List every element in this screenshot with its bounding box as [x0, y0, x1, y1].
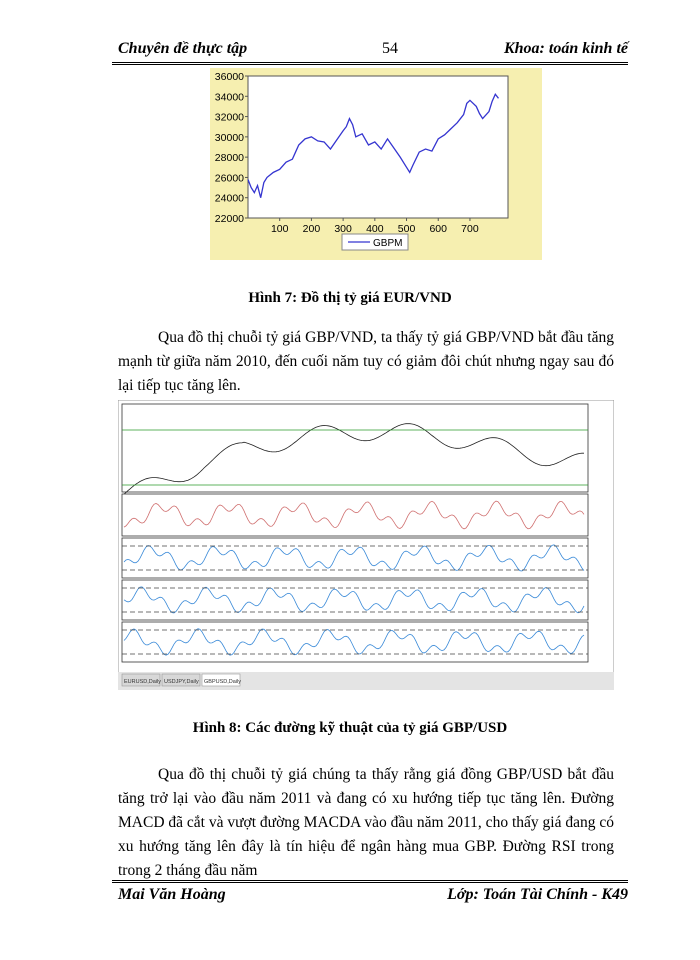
- tab-label: EURUSD,Daily: [124, 679, 161, 685]
- panel: [121, 493, 589, 537]
- x-tick-label: 400: [366, 223, 384, 235]
- paragraph: Qua đồ thị chuỗi tỷ giá GBP/VND, ta thấy…: [118, 329, 614, 394]
- header-rule: [112, 62, 628, 65]
- tab-label: USDJPY,Daily: [164, 679, 199, 685]
- y-tick-label: 34000: [215, 91, 244, 103]
- panel: [121, 579, 589, 621]
- figure-caption: Hình 7: Đồ thị tỷ giá EUR/VND: [248, 290, 452, 306]
- y-tick-label: 24000: [215, 193, 244, 205]
- header-left: Chuyên đề thực tập: [118, 40, 248, 57]
- y-tick-label: 28000: [215, 152, 244, 164]
- tab: [121, 673, 161, 687]
- data-line: [247, 93, 500, 198]
- indicator-line: [123, 500, 585, 530]
- panel: [121, 403, 589, 493]
- tab-bar: [118, 672, 614, 690]
- y-tick-label: 30000: [215, 132, 244, 144]
- footer-right: Lớp: Toán Tài Chính - K49: [447, 886, 628, 903]
- page-number: 54: [382, 40, 398, 57]
- legend-label: GBPM: [373, 238, 402, 249]
- x-tick-label: 700: [461, 223, 479, 235]
- y-tick-label: 32000: [215, 112, 244, 124]
- x-tick-label: 300: [334, 223, 352, 235]
- header-right: Khoa: toán kinh tế: [503, 40, 628, 57]
- y-tick-label: 22000: [215, 213, 244, 225]
- panel: [121, 537, 589, 579]
- figure-caption: Hình 8: Các đường kỹ thuật của tỷ giá GB…: [192, 720, 508, 736]
- indicator-line: [123, 544, 585, 572]
- footer-rule: [112, 880, 628, 883]
- indicator-line: [123, 628, 585, 656]
- indicator-line: [123, 586, 585, 614]
- indicator-line: [123, 423, 584, 495]
- paragraph: Qua đồ thị chuỗi tỷ giá chúng ta thấy rằ…: [118, 766, 614, 879]
- figure-8: EURUSD,Daily USDJPY,Daily GBPUSD,Daily: [118, 400, 614, 690]
- x-tick-label: 600: [429, 223, 447, 235]
- x-tick-label: 100: [271, 223, 289, 235]
- y-tick-label: 36000: [215, 71, 244, 83]
- y-tick-label: 26000: [215, 172, 244, 184]
- panel: [121, 621, 589, 663]
- x-tick-label: 200: [303, 223, 321, 235]
- tab: [201, 673, 241, 687]
- tab-label: GBPUSD,Daily: [204, 679, 241, 685]
- plot-area: [247, 75, 509, 219]
- x-tick-label: 500: [398, 223, 416, 235]
- figure-7: 22000 24000 26000 28000 30000 32000 34000 36000…: [210, 68, 542, 260]
- tab: [161, 673, 201, 687]
- legend-box: [341, 233, 409, 251]
- footer-left: Mai Văn Hoàng: [118, 886, 226, 903]
